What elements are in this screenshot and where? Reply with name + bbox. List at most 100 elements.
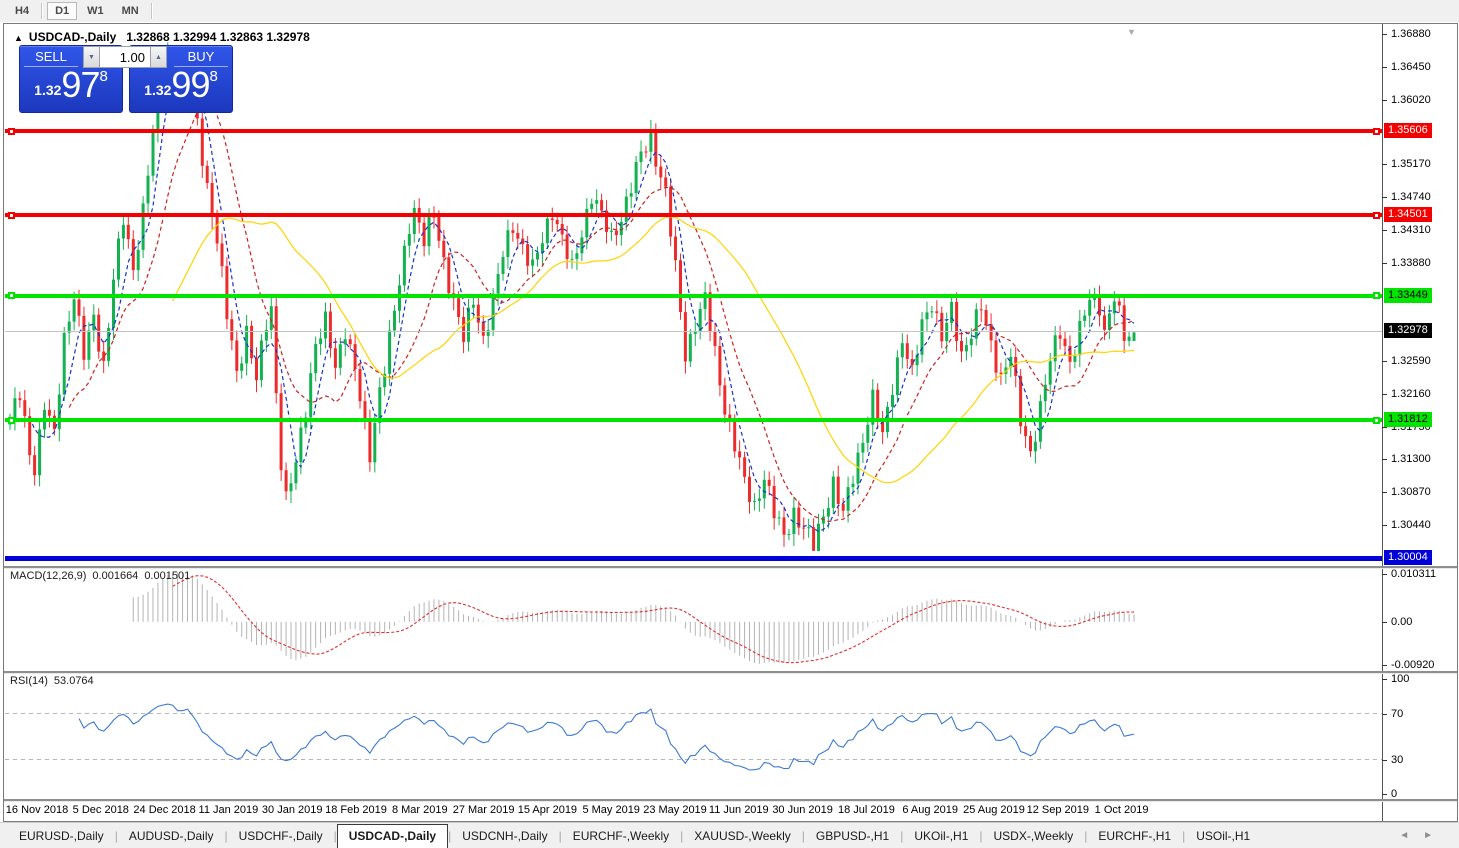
y-axis-tick — [1382, 760, 1387, 761]
toolbar-separator — [41, 3, 44, 19]
y-axis-tick — [1382, 427, 1387, 428]
buy-price-prefix: 1.32 — [144, 82, 172, 98]
y-axis-tick-label: 1.36880 — [1391, 28, 1431, 40]
sell-price-big: 97 — [61, 64, 100, 105]
x-axis-date-label: 11 Jun 2019 — [708, 804, 769, 816]
chart-tab-usoil-h1[interactable]: USOil-,H1 — [1196, 828, 1251, 843]
horizontal-level-line[interactable] — [5, 418, 1382, 423]
y-axis-tick — [1382, 574, 1387, 575]
y-axis-tick-label: 1.36450 — [1391, 61, 1431, 73]
chart-tab-eurchf-weekly[interactable]: EURCHF-,Weekly — [572, 828, 670, 843]
chart-tab-usdcad-daily[interactable]: USDCAD-,Daily — [336, 824, 449, 848]
x-axis-date-label: 6 Aug 2019 — [902, 804, 959, 816]
chart-tab-usdx-weekly[interactable]: USDX-,Weekly — [993, 828, 1074, 843]
y-axis-tick-label: 0 — [1391, 788, 1398, 800]
chart-tab-usdcnh-daily[interactable]: USDCNH-,Daily — [462, 828, 548, 843]
timeframe-button-mn[interactable]: MN — [121, 5, 139, 17]
chart-tab-eurusd-daily[interactable]: EURUSD-,Daily — [19, 828, 104, 843]
x-axis-date-label: 5 Dec 2018 — [72, 804, 129, 816]
level-drag-handle[interactable] — [8, 127, 15, 135]
chart-window[interactable]: 1.35606 1.34501 1.33449 1.31812 1.30004 1.36… — [3, 23, 1458, 822]
horizontal-level-line[interactable] — [5, 293, 1382, 298]
buy-price-sup: 8 — [209, 68, 218, 85]
macd-pane-separator[interactable] — [4, 566, 1457, 569]
chart-tab-gbpusd-h1[interactable]: GBPUSD-,H1 — [815, 828, 890, 843]
x-axis-date-label: 16 Nov 2018 — [5, 804, 69, 816]
tab-separator: | — [558, 829, 562, 843]
y-axis-tick — [1382, 34, 1387, 35]
buy-price-big: 99 — [171, 64, 210, 105]
rsi-pane-canvas[interactable] — [5, 673, 1382, 804]
y-axis-tick — [1382, 459, 1387, 460]
y-axis-tick — [1382, 714, 1387, 715]
tab-separator: | — [448, 829, 452, 843]
timeframe-toolbar: H4 D1 W1 MN — [0, 0, 1459, 22]
macd-name: MACD(12,26,9) — [10, 570, 87, 582]
chart-tab-xauusd-weekly[interactable]: XAUUSD-,Weekly — [694, 828, 791, 843]
level-drag-handle[interactable] — [8, 416, 15, 424]
x-axis-date-label: 24 Dec 2018 — [133, 804, 196, 816]
rsi-indicator-label: RSI(14) 53.0764 — [10, 675, 100, 687]
tab-scroll-arrows: ◄► — [1399, 830, 1447, 841]
y-axis-tick — [1382, 67, 1387, 68]
volume-input[interactable] — [100, 46, 150, 68]
y-axis-tick-label: 1.35170 — [1391, 158, 1431, 170]
y-axis-tick — [1382, 492, 1387, 493]
horizontal-level-line[interactable] — [5, 129, 1382, 134]
y-axis-tick — [1382, 794, 1387, 795]
timeframe-button-h4[interactable]: H4 — [15, 5, 30, 17]
x-axis-date-label: 8 Mar 2019 — [391, 804, 448, 816]
level-price-label: 1.35606 — [1384, 123, 1432, 139]
timeframe-button-d1[interactable]: D1 — [47, 2, 78, 20]
volume-increase-button[interactable]: ▲ — [150, 46, 167, 68]
volume-decrease-button[interactable]: ▼ — [83, 46, 100, 68]
price-axis-border — [1382, 24, 1383, 821]
macd-pane-canvas[interactable] — [5, 568, 1382, 676]
y-axis-tick-label: 1.32160 — [1391, 388, 1431, 400]
level-drag-handle[interactable] — [1373, 127, 1380, 135]
toolbar-separator — [150, 3, 153, 19]
y-axis-tick-label: 1.32590 — [1391, 355, 1431, 367]
level-price-label: 1.33449 — [1384, 287, 1432, 303]
chart-tab-audusd-daily[interactable]: AUDUSD-,Daily — [128, 828, 214, 843]
chart-symbol-label: USDCAD-,Daily — [28, 30, 117, 44]
y-axis-tick-label: 0.010311 — [1391, 568, 1437, 580]
one-click-trade-panel: SELL 1.32978 BUY 1.32998 ▼ ▲ — [19, 45, 233, 113]
rsi-value: 53.0764 — [53, 675, 94, 687]
level-drag-handle[interactable] — [1373, 211, 1380, 219]
tab-separator: | — [224, 829, 228, 843]
rsi-pane-separator[interactable] — [4, 671, 1457, 674]
level-price-label: 1.31812 — [1384, 412, 1432, 428]
y-axis-tick — [1382, 679, 1387, 680]
level-drag-handle[interactable] — [8, 211, 15, 219]
horizontal-level-line[interactable] — [5, 555, 1382, 561]
chart-tab-usdchf-daily[interactable]: USDCHF-,Daily — [238, 828, 323, 843]
tab-separator: | — [333, 829, 337, 843]
tab-scroll-left-icon[interactable]: ◄ — [1399, 830, 1424, 841]
y-axis-tick — [1382, 622, 1387, 623]
y-axis-tick-label: 0.00 — [1391, 616, 1413, 628]
chart-shift-marker-icon[interactable]: ▼ — [1127, 27, 1136, 37]
chart-tab-ukoil-h1[interactable]: UKOil-,H1 — [914, 828, 969, 843]
chart-tab-eurchf-h1[interactable]: EURCHF-,H1 — [1098, 828, 1172, 843]
y-axis-tick-label: 1.34740 — [1391, 191, 1431, 203]
x-axis-date-label: 5 May 2019 — [582, 804, 640, 816]
collapse-triangle-icon[interactable]: ▲ — [14, 33, 23, 43]
x-axis-date-label: 15 Apr 2019 — [517, 804, 578, 816]
y-axis-tick-label: -0.00920 — [1391, 659, 1435, 671]
current-price-line — [5, 331, 1382, 332]
chart-title: ▲ USDCAD-,Daily 1.32868 1.32994 1.32863 1.… — [14, 30, 310, 44]
timeframe-button-w1[interactable]: W1 — [87, 5, 104, 17]
y-axis-tick-label: 1.30870 — [1391, 486, 1431, 498]
y-axis-tick — [1382, 100, 1387, 101]
level-drag-handle[interactable] — [1373, 416, 1380, 424]
tab-separator: | — [801, 829, 805, 843]
tab-scroll-right-icon[interactable]: ► — [1423, 830, 1447, 841]
level-drag-handle[interactable] — [8, 292, 15, 300]
date-axis-separator — [4, 799, 1457, 802]
tab-separator: | — [1182, 829, 1186, 843]
horizontal-level-line[interactable] — [5, 213, 1382, 218]
level-drag-handle[interactable] — [1373, 292, 1380, 300]
y-axis-tick-label: 1.30440 — [1391, 519, 1431, 531]
macd-signal-value: 0.001501 — [144, 570, 191, 582]
